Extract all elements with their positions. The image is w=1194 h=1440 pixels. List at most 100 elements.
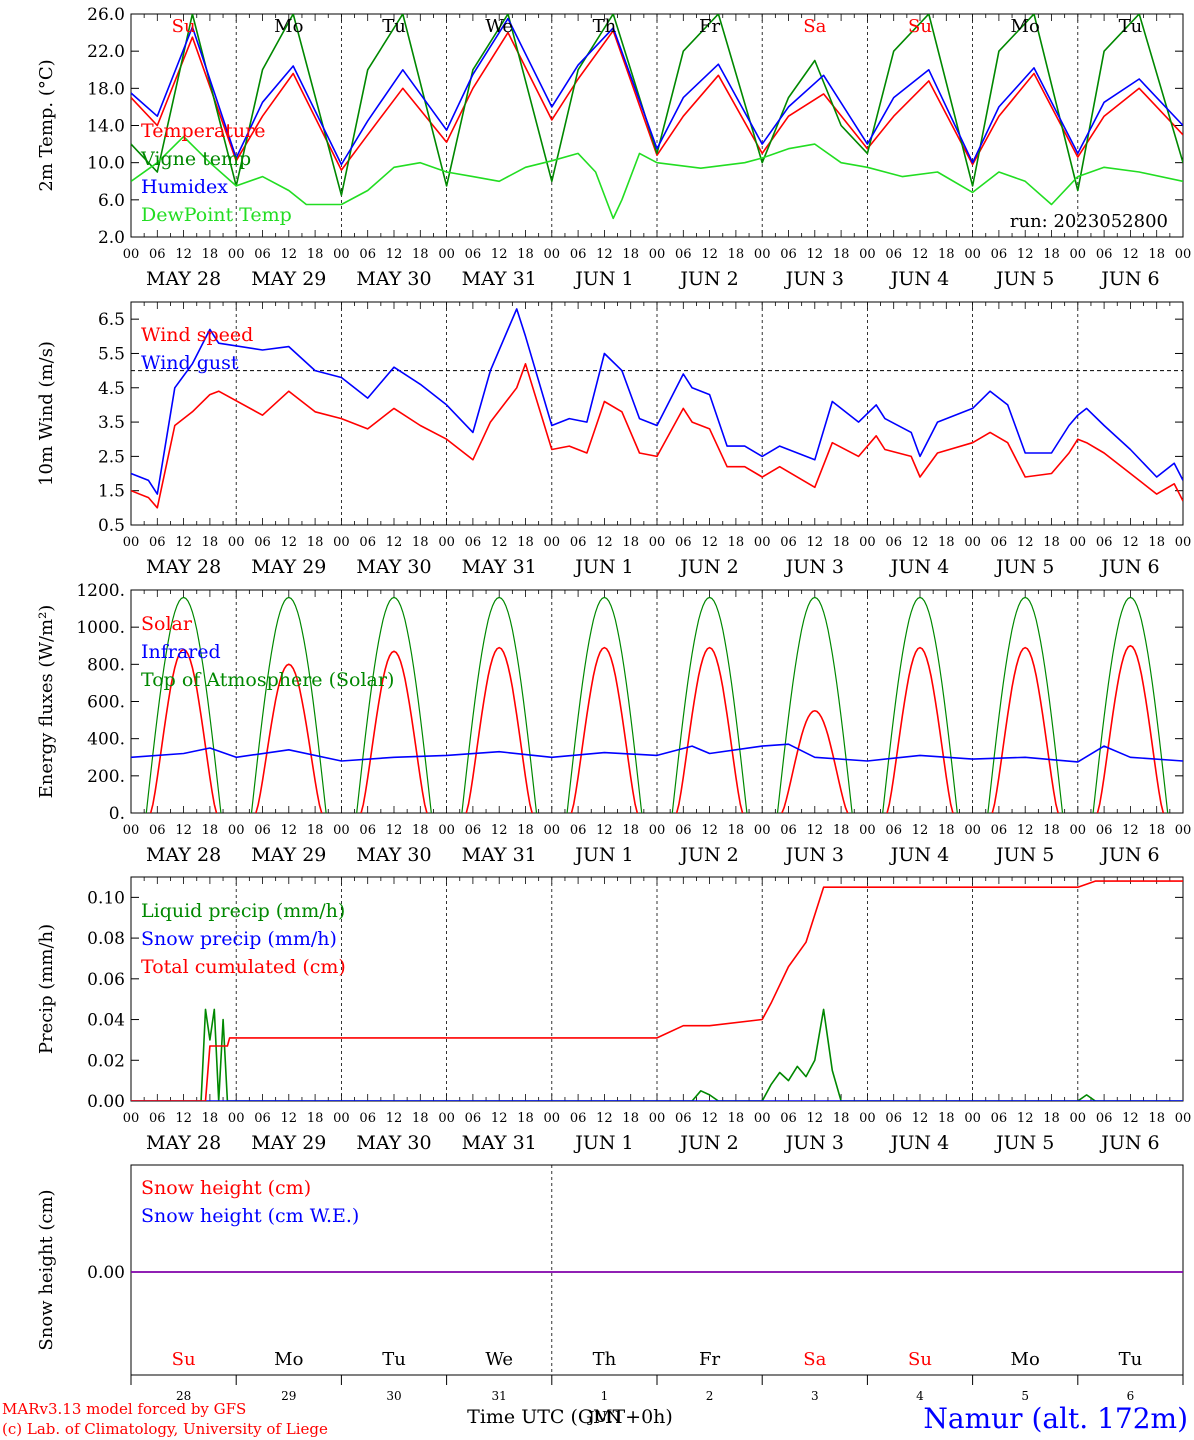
hour-tick-label: 12 (281, 247, 298, 262)
y-tick-label: 5.5 (98, 344, 125, 364)
hour-tick-label: 12 (175, 247, 192, 262)
date-label: MAY 31 (462, 844, 537, 866)
legend-entry: Liquid precip (mm/h) (141, 900, 345, 922)
hour-tick-label: 06 (465, 247, 482, 262)
hour-tick-label: 06 (780, 247, 797, 262)
hour-tick-label: 06 (570, 1111, 587, 1126)
hour-tick-label: 06 (1096, 247, 1113, 262)
run-annotation: run: 2023052800 (1010, 211, 1168, 232)
hour-tick-label: 12 (1017, 1111, 1034, 1126)
hour-tick-label: 06 (254, 1111, 271, 1126)
hour-tick-label: 06 (885, 823, 902, 838)
hour-tick-label: 00 (228, 823, 245, 838)
weekday-label: Tu (1119, 1349, 1143, 1370)
hour-tick-label: 12 (1122, 823, 1139, 838)
plot-frame (130, 301, 1184, 526)
date-label: MAY 29 (251, 1132, 326, 1154)
hour-tick-label: 18 (1043, 823, 1060, 838)
weekday-label: Mo (274, 16, 303, 37)
weekday-label: Sa (803, 16, 826, 37)
legend-entry: DewPoint Temp (141, 204, 292, 226)
hour-tick-label: 00 (1070, 535, 1087, 550)
hour-tick-label: 06 (1096, 535, 1113, 550)
hour-tick-label: 00 (859, 1111, 876, 1126)
weekday-label: We (485, 1349, 513, 1370)
hour-tick-label: 12 (807, 823, 824, 838)
y-axis-label: Energy fluxes (W/m²) (36, 605, 57, 799)
legend-entry: Snow height (cm) (141, 1177, 311, 1199)
hour-tick-label: 12 (596, 247, 613, 262)
y-tick-label: 0.10 (87, 888, 125, 908)
series-infrared (131, 743, 1183, 763)
y-tick-label: 2.0 (98, 228, 125, 248)
legend-entry: Wind speed (141, 324, 253, 346)
weekday-label: Su (908, 1349, 932, 1370)
y-tick-label: 10.0 (87, 154, 125, 174)
date-tick-label: 5 (1021, 1389, 1029, 1403)
weekday-label: Mo (1011, 16, 1040, 37)
hour-tick-label: 12 (386, 1111, 403, 1126)
hour-tick-label: 18 (1148, 535, 1165, 550)
y-tick-label: 22.0 (87, 42, 125, 62)
date-label: JUN 1 (573, 268, 633, 290)
weekday-label: Fr (699, 1349, 720, 1370)
hour-tick-label: 18 (412, 1111, 429, 1126)
series-total-cumulated-cm- (131, 880, 1183, 1101)
hour-tick-label: 18 (833, 1111, 850, 1126)
series-humidex (131, 17, 1183, 166)
legend-entry: Wind gust (141, 352, 239, 374)
series-wind-speed (131, 363, 1183, 509)
y-axis-label: 2m Temp. (°C) (36, 59, 57, 191)
hour-tick-label: 12 (912, 1111, 929, 1126)
hour-tick-label: 18 (728, 1111, 745, 1126)
y-tick-label: 4.5 (98, 379, 125, 399)
y-axis-label: 10m Wind (m/s) (36, 341, 57, 486)
y-tick-label: 400. (87, 730, 125, 750)
hour-tick-label: 00 (544, 1111, 561, 1126)
hour-tick-label: 12 (491, 823, 508, 838)
y-axis-label: Snow height (cm) (36, 1189, 57, 1350)
hour-tick-label: 12 (175, 1111, 192, 1126)
hour-tick-label: 00 (333, 823, 350, 838)
hour-tick-label: 00 (964, 823, 981, 838)
y-tick-label: 14.0 (87, 117, 125, 137)
hour-tick-label: 12 (386, 247, 403, 262)
hour-tick-label: 12 (807, 535, 824, 550)
hour-tick-label: 18 (307, 823, 324, 838)
hour-tick-label: 12 (175, 535, 192, 550)
hour-tick-label: 06 (149, 247, 166, 262)
y-tick-label: 0.04 (87, 1011, 125, 1031)
hour-tick-label: 00 (544, 823, 561, 838)
date-tick-label: 30 (386, 1389, 401, 1403)
y-tick-label: 0.02 (87, 1051, 125, 1071)
hour-tick-label: 12 (491, 1111, 508, 1126)
hour-tick-label: 00 (1175, 823, 1192, 838)
hour-tick-label: 12 (596, 1111, 613, 1126)
date-label: MAY 31 (462, 556, 537, 578)
hour-tick-label: 18 (938, 247, 955, 262)
hour-tick-label: 00 (754, 823, 771, 838)
series-dewpoint-temp (131, 135, 1183, 220)
weekday-label: Sa (803, 1349, 826, 1370)
hour-tick-label: 06 (991, 535, 1008, 550)
series-liquid-precip-mm-h- (131, 1008, 1183, 1101)
date-label: JUN 5 (994, 268, 1054, 290)
hour-tick-label: 18 (307, 1111, 324, 1126)
y-tick-label: 1000. (76, 618, 125, 638)
plot-area (131, 14, 1183, 220)
hour-tick-label: 06 (465, 1111, 482, 1126)
legend-entry: Solar (141, 613, 193, 635)
date-label: JUN 5 (994, 844, 1054, 866)
hour-tick-label: 12 (701, 1111, 718, 1126)
date-label: JUN 5 (994, 1132, 1054, 1154)
hour-tick-label: 00 (964, 1111, 981, 1126)
hour-tick-label: 12 (491, 247, 508, 262)
hour-tick-label: 00 (123, 535, 140, 550)
y-tick-label: 6.5 (98, 310, 125, 330)
hour-tick-label: 18 (938, 1111, 955, 1126)
hour-tick-label: 06 (675, 823, 692, 838)
date-tick-label: 6 (1127, 1389, 1135, 1403)
date-label: JUN 1 (573, 1132, 633, 1154)
hour-tick-label: 06 (570, 247, 587, 262)
hour-tick-label: 18 (517, 1111, 534, 1126)
